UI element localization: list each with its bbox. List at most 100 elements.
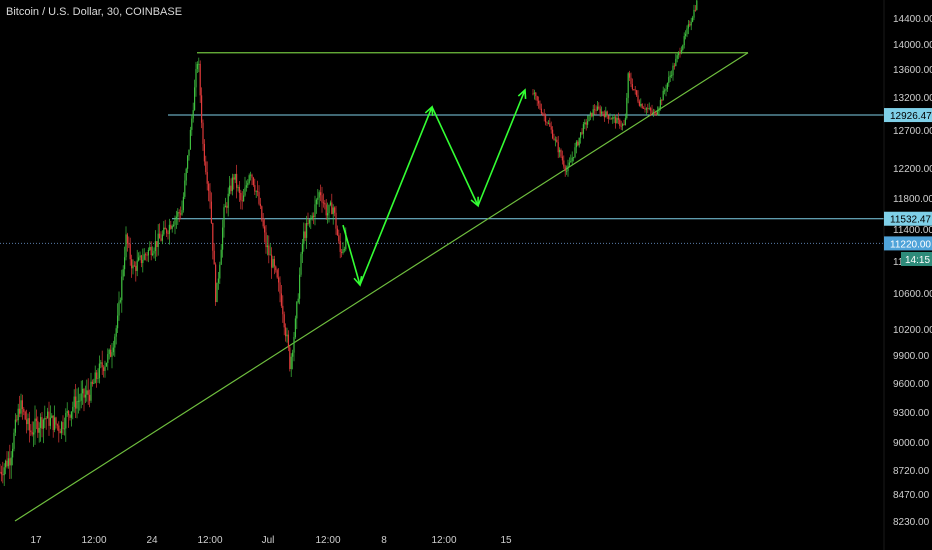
candle xyxy=(248,173,250,185)
candle xyxy=(31,421,33,437)
candle-body xyxy=(98,363,100,379)
candle-body xyxy=(0,471,1,473)
candle-body xyxy=(103,367,105,371)
candle-body xyxy=(254,185,256,192)
candle-body xyxy=(10,457,12,466)
projected-candle xyxy=(623,119,625,126)
candle-body xyxy=(213,250,215,265)
candle xyxy=(306,215,308,250)
candle-body xyxy=(33,432,35,435)
candle xyxy=(91,379,93,387)
candle-body xyxy=(178,212,180,214)
candle xyxy=(219,261,221,284)
projected-candle xyxy=(533,89,535,100)
candle-body xyxy=(286,334,288,337)
candle-body xyxy=(640,104,642,106)
candle xyxy=(287,330,289,352)
candle-body xyxy=(72,406,74,412)
candle-body xyxy=(631,84,633,90)
candle-body xyxy=(138,257,140,261)
projected-candle xyxy=(636,89,638,98)
candle-body xyxy=(105,362,107,367)
projected-candle xyxy=(637,90,639,104)
candle xyxy=(104,360,106,378)
candle-body xyxy=(552,129,554,139)
candle-body xyxy=(675,58,677,66)
candle-body xyxy=(582,124,584,134)
candle-body xyxy=(585,122,587,125)
candle-body xyxy=(550,126,552,130)
candle-body xyxy=(126,234,128,244)
projected-candle xyxy=(549,117,551,127)
candle xyxy=(41,411,43,438)
candle-body xyxy=(294,318,296,338)
candle-body xyxy=(63,428,65,430)
candle-body xyxy=(334,207,336,213)
candle-body xyxy=(160,238,162,241)
candle-body xyxy=(584,122,586,125)
candle xyxy=(175,210,177,229)
y-tick-label: 9900.00 xyxy=(893,351,930,362)
projected-candle xyxy=(647,103,649,113)
candle xyxy=(86,379,88,402)
candle-body xyxy=(26,419,28,425)
candle-body xyxy=(546,122,548,124)
candle-body xyxy=(668,77,670,84)
candle-body xyxy=(325,204,327,216)
candle xyxy=(177,208,179,225)
projected-candle xyxy=(602,111,604,117)
projected-candle xyxy=(591,112,593,118)
candle xyxy=(320,184,322,202)
candle xyxy=(33,421,35,447)
candle-body xyxy=(31,432,33,435)
projected-candle xyxy=(664,88,666,95)
candle-body xyxy=(244,187,246,196)
candle-body xyxy=(185,168,187,181)
candle-body xyxy=(594,109,596,111)
candle-body xyxy=(289,347,291,370)
projected-candle xyxy=(592,104,594,121)
candle-body xyxy=(156,241,158,247)
candle-body xyxy=(568,162,570,166)
candle-body xyxy=(560,149,562,157)
candle xyxy=(100,359,102,369)
projected-candle xyxy=(589,111,591,121)
candle xyxy=(191,114,193,136)
candle-body xyxy=(201,95,203,123)
candle xyxy=(251,173,253,186)
time-axis: 17 12:00 24 12:00 Jul 12:00 8 12:00 15 xyxy=(30,535,512,546)
candle-body xyxy=(230,185,232,192)
candle-body xyxy=(114,336,116,348)
candle-body xyxy=(280,293,282,306)
candle-body xyxy=(561,156,563,161)
candle xyxy=(238,180,240,202)
countdown-tag-bg xyxy=(901,252,932,266)
candle-body xyxy=(650,108,652,111)
candle-body xyxy=(107,354,109,363)
candle-body xyxy=(216,282,218,303)
candle xyxy=(325,199,327,220)
candle xyxy=(63,417,65,436)
candle-body xyxy=(676,55,678,59)
candle xyxy=(97,368,99,383)
candle xyxy=(297,293,299,304)
candle-body xyxy=(2,474,4,476)
countdown-tag-label: 14:15 xyxy=(905,255,930,266)
candle-body xyxy=(237,186,239,188)
candle-body xyxy=(292,352,294,357)
candle xyxy=(150,241,152,261)
x-tick-label: 12:00 xyxy=(81,535,106,546)
candle xyxy=(65,408,67,442)
candle-body xyxy=(182,196,184,211)
candle xyxy=(2,461,4,484)
candle-body xyxy=(623,124,625,125)
price-tag-label: 11220.00 xyxy=(890,239,931,250)
candle xyxy=(94,365,96,384)
candles-layer xyxy=(0,0,698,486)
candle-body xyxy=(215,264,217,303)
candle-body xyxy=(536,96,538,101)
y-tick-label: 8230.00 xyxy=(893,517,930,528)
candle xyxy=(255,190,257,198)
projected-candle xyxy=(596,100,598,112)
